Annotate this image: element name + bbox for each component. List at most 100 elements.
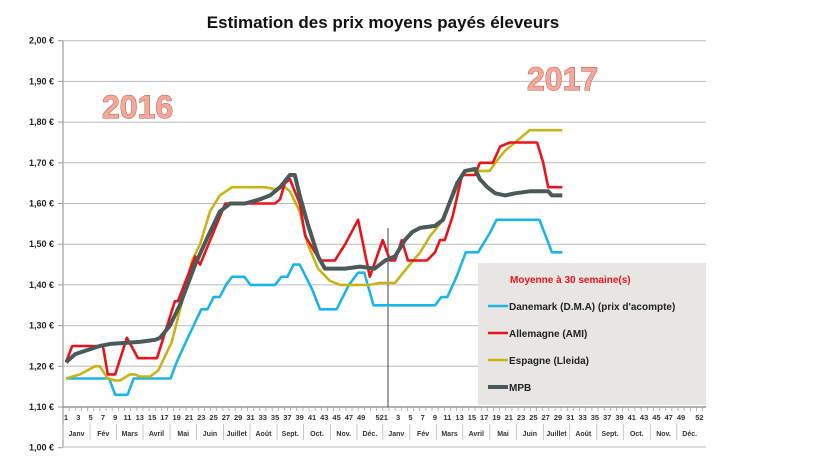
x-month-label: Mars	[122, 431, 138, 438]
x-month-label: Déc.	[362, 431, 377, 438]
x-week-label: 15	[148, 413, 156, 422]
x-week-label: 41	[308, 413, 316, 422]
x-month-label: Avril	[149, 431, 164, 438]
x-week-label: 19	[492, 413, 500, 422]
x-week-label: 1	[384, 413, 388, 422]
x-week-label: 23	[197, 413, 205, 422]
x-month-label: Oct.	[630, 431, 644, 438]
x-week-label: 29	[554, 413, 562, 422]
x-month-label: Avril	[469, 431, 484, 438]
x-month-label: Juillet	[546, 431, 567, 438]
x-month-label: Janv	[69, 431, 85, 438]
x-week-label: 13	[455, 413, 463, 422]
x-month-label: Nov.	[656, 431, 671, 438]
x-month-label: Déc.	[682, 431, 697, 438]
x-week-label: 49	[357, 413, 365, 422]
x-week-label: 7	[421, 413, 425, 422]
x-week-label: 47	[345, 413, 353, 422]
year-label-2016: 2016	[102, 89, 173, 125]
y-tick-label: 1,80 €	[29, 117, 54, 127]
x-week-label: 31	[246, 413, 254, 422]
x-month-label: Fév	[97, 431, 109, 438]
x-week-label: 47	[665, 413, 673, 422]
y-tick-label: 1,00 €	[29, 443, 54, 453]
x-week-label: 19	[173, 413, 181, 422]
legend: Moyenne à 30 semaine(s) Danemark (D.M.A)…	[478, 263, 706, 405]
x-week-label: 5	[89, 413, 93, 422]
y-tick-label: 1,10 €	[29, 402, 54, 412]
x-week-label: 52	[375, 413, 383, 422]
x-month-label: Mai	[177, 431, 189, 438]
legend-label: Allemagne (AMI)	[509, 329, 587, 340]
y-tick-label: 1,40 €	[29, 280, 54, 290]
x-week-label: 45	[652, 413, 660, 422]
y-tick-label: 2,00 €	[29, 36, 54, 46]
y-tick-label: 1,90 €	[29, 76, 54, 86]
year-label-2017: 2017	[527, 61, 598, 97]
x-week-label: 25	[529, 413, 537, 422]
x-month-label: Nov.	[336, 431, 351, 438]
legend-title: Moyenne à 30 semaine(s)	[510, 275, 631, 286]
x-month-label: Août	[256, 431, 273, 438]
x-week-label: 41	[628, 413, 636, 422]
y-tick-label: 1,30 €	[29, 321, 54, 331]
legend-label: Espagne (Lleida)	[509, 356, 589, 367]
x-week-label: 5	[408, 413, 412, 422]
x-week-label: 33	[259, 413, 267, 422]
x-week-label: 29	[234, 413, 242, 422]
x-week-label: 37	[603, 413, 611, 422]
x-week-label: 31	[566, 413, 574, 422]
x-month-label: Mai	[497, 431, 509, 438]
x-week-label: 33	[578, 413, 586, 422]
x-month-label: Mars	[441, 431, 457, 438]
x-week-label: 37	[283, 413, 291, 422]
x-week-label: 49	[677, 413, 685, 422]
x-week-label: 35	[271, 413, 279, 422]
x-month-label: Juin	[203, 431, 217, 438]
x-week-label: 25	[209, 413, 217, 422]
x-week-label: 9	[113, 413, 117, 422]
x-week-label: 27	[222, 413, 230, 422]
x-week-label: 35	[591, 413, 599, 422]
x-week-label: 17	[160, 413, 168, 422]
x-week-label: 39	[615, 413, 623, 422]
x-month-label: Oct.	[310, 431, 324, 438]
x-week-label: 21	[505, 413, 513, 422]
series-line-danemark-d-m-a-prix-d-acompte	[66, 218, 563, 397]
x-week-label: 27	[542, 413, 550, 422]
x-week-label: 7	[101, 413, 105, 422]
x-month-label: Juillet	[227, 431, 248, 438]
x-week-label: 43	[640, 413, 648, 422]
x-week-label: 11	[443, 413, 451, 422]
x-week-label: 52	[695, 413, 703, 422]
x-week-label: 39	[296, 413, 304, 422]
x-week-label: 11	[124, 413, 132, 422]
x-week-label: 3	[76, 413, 80, 422]
x-month-label: Sept.	[601, 431, 618, 438]
chart-title: Estimation des prix moyens payés éleveur…	[207, 13, 559, 32]
x-week-label: 17	[480, 413, 488, 422]
y-tick-label: 1,50 €	[29, 239, 54, 249]
x-week-label: 23	[517, 413, 525, 422]
x-month-label: Août	[575, 431, 592, 438]
x-week-label: 3	[396, 413, 400, 422]
x-week-label: 21	[185, 413, 193, 422]
x-week-label: 15	[468, 413, 476, 422]
x-month-label: Fév	[417, 431, 429, 438]
x-month-label: Janv	[388, 431, 404, 438]
x-week-label: 13	[136, 413, 144, 422]
x-week-label: 43	[320, 413, 328, 422]
y-tick-label: 1,20 €	[29, 361, 54, 371]
series-line-mpb	[64, 166, 563, 364]
legend-label: Danemark (D.M.A) (prix d'acompte)	[509, 302, 675, 313]
y-tick-label: 1,60 €	[29, 199, 54, 209]
x-week-label: 45	[332, 413, 340, 422]
x-week-label: 9	[433, 413, 437, 422]
x-month-label: Sept.	[282, 431, 299, 438]
series-line-allemagne-ami	[64, 141, 563, 376]
legend-label: MPB	[509, 383, 531, 394]
y-tick-label: 1,70 €	[29, 158, 54, 168]
x-month-label: Juin	[523, 431, 537, 438]
x-week-label: 1	[64, 413, 68, 422]
